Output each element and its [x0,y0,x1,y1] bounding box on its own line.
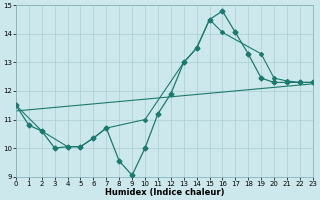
X-axis label: Humidex (Indice chaleur): Humidex (Indice chaleur) [105,188,224,197]
